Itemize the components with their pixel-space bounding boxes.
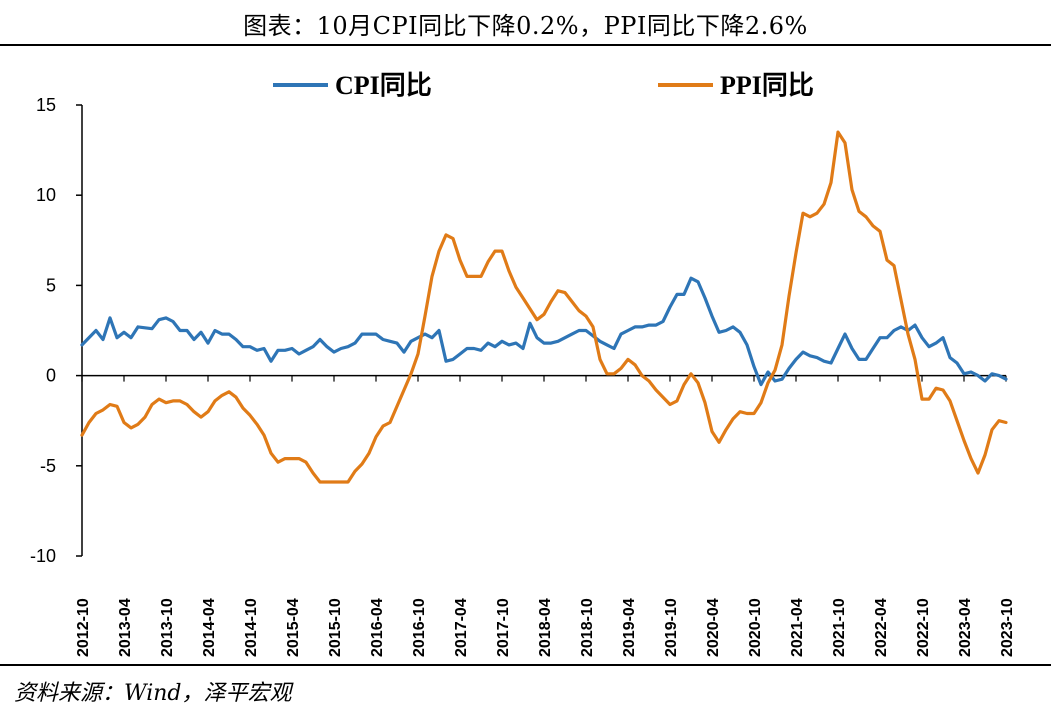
x-tick-label: 2016-10: [411, 598, 428, 657]
chart-title: 图表：10月CPI同比下降0.2%，PPI同比下降2.6%: [243, 12, 808, 40]
x-tick-label: 2017-04: [453, 598, 470, 657]
x-tick-label: 2013-10: [159, 598, 176, 657]
x-tick-label: 2016-04: [369, 598, 386, 657]
x-tick-label: 2023-10: [999, 598, 1016, 657]
ppi-series-line: [80, 130, 1008, 484]
y-tick-label: 0: [46, 366, 56, 386]
x-tick-label: 2012-10: [75, 598, 92, 657]
x-tick-label: 2014-10: [243, 598, 260, 657]
x-tick-label: 2020-10: [747, 598, 764, 657]
x-tick-label: 2017-10: [495, 598, 512, 657]
x-tick-label: 2019-04: [621, 598, 638, 657]
x-tick-label: 2014-04: [201, 598, 218, 657]
x-tick-label: 2018-04: [537, 598, 554, 657]
y-tick-label: 15: [36, 95, 56, 115]
x-tick-label: 2022-10: [915, 598, 932, 657]
top-rule: [0, 44, 1051, 46]
x-tick-label: 2015-04: [285, 598, 302, 657]
x-tick-label: 2021-10: [831, 598, 848, 657]
y-tick-label: -5: [40, 456, 56, 476]
cpi-legend-label: CPI同比: [335, 71, 432, 100]
x-tick-label: 2023-04: [957, 598, 974, 657]
source-note: 资料来源：Wind，泽平宏观: [14, 681, 292, 706]
line-chart: CPI同比 PPI同比 15 10 5 0 -5 -10 2012-10 2013-04 2013…: [30, 71, 1016, 657]
y-tick-label: 5: [46, 275, 56, 295]
series-layer: [80, 130, 1008, 484]
cpi-series-line: [80, 276, 1008, 387]
bottom-rule: [0, 664, 1051, 666]
y-tick-label: 10: [36, 185, 56, 205]
x-tick-label: 2018-10: [579, 598, 596, 657]
x-tick-label: 2019-10: [663, 598, 680, 657]
ppi-legend-label: PPI同比: [720, 71, 814, 100]
x-tick-label: 2022-04: [873, 598, 890, 657]
legend: CPI同比 PPI同比: [273, 71, 814, 100]
axes: 15 10 5 0 -5 -10 2012-10 2013-04 2013-10 2014-04 2…: [30, 95, 1016, 657]
x-tick-label: 2015-10: [327, 598, 344, 657]
x-tick-label: 2013-04: [117, 598, 134, 657]
x-tick-label: 2021-04: [789, 598, 806, 657]
y-tick-label: -10: [30, 546, 56, 566]
x-tick-label: 2020-04: [705, 598, 722, 657]
